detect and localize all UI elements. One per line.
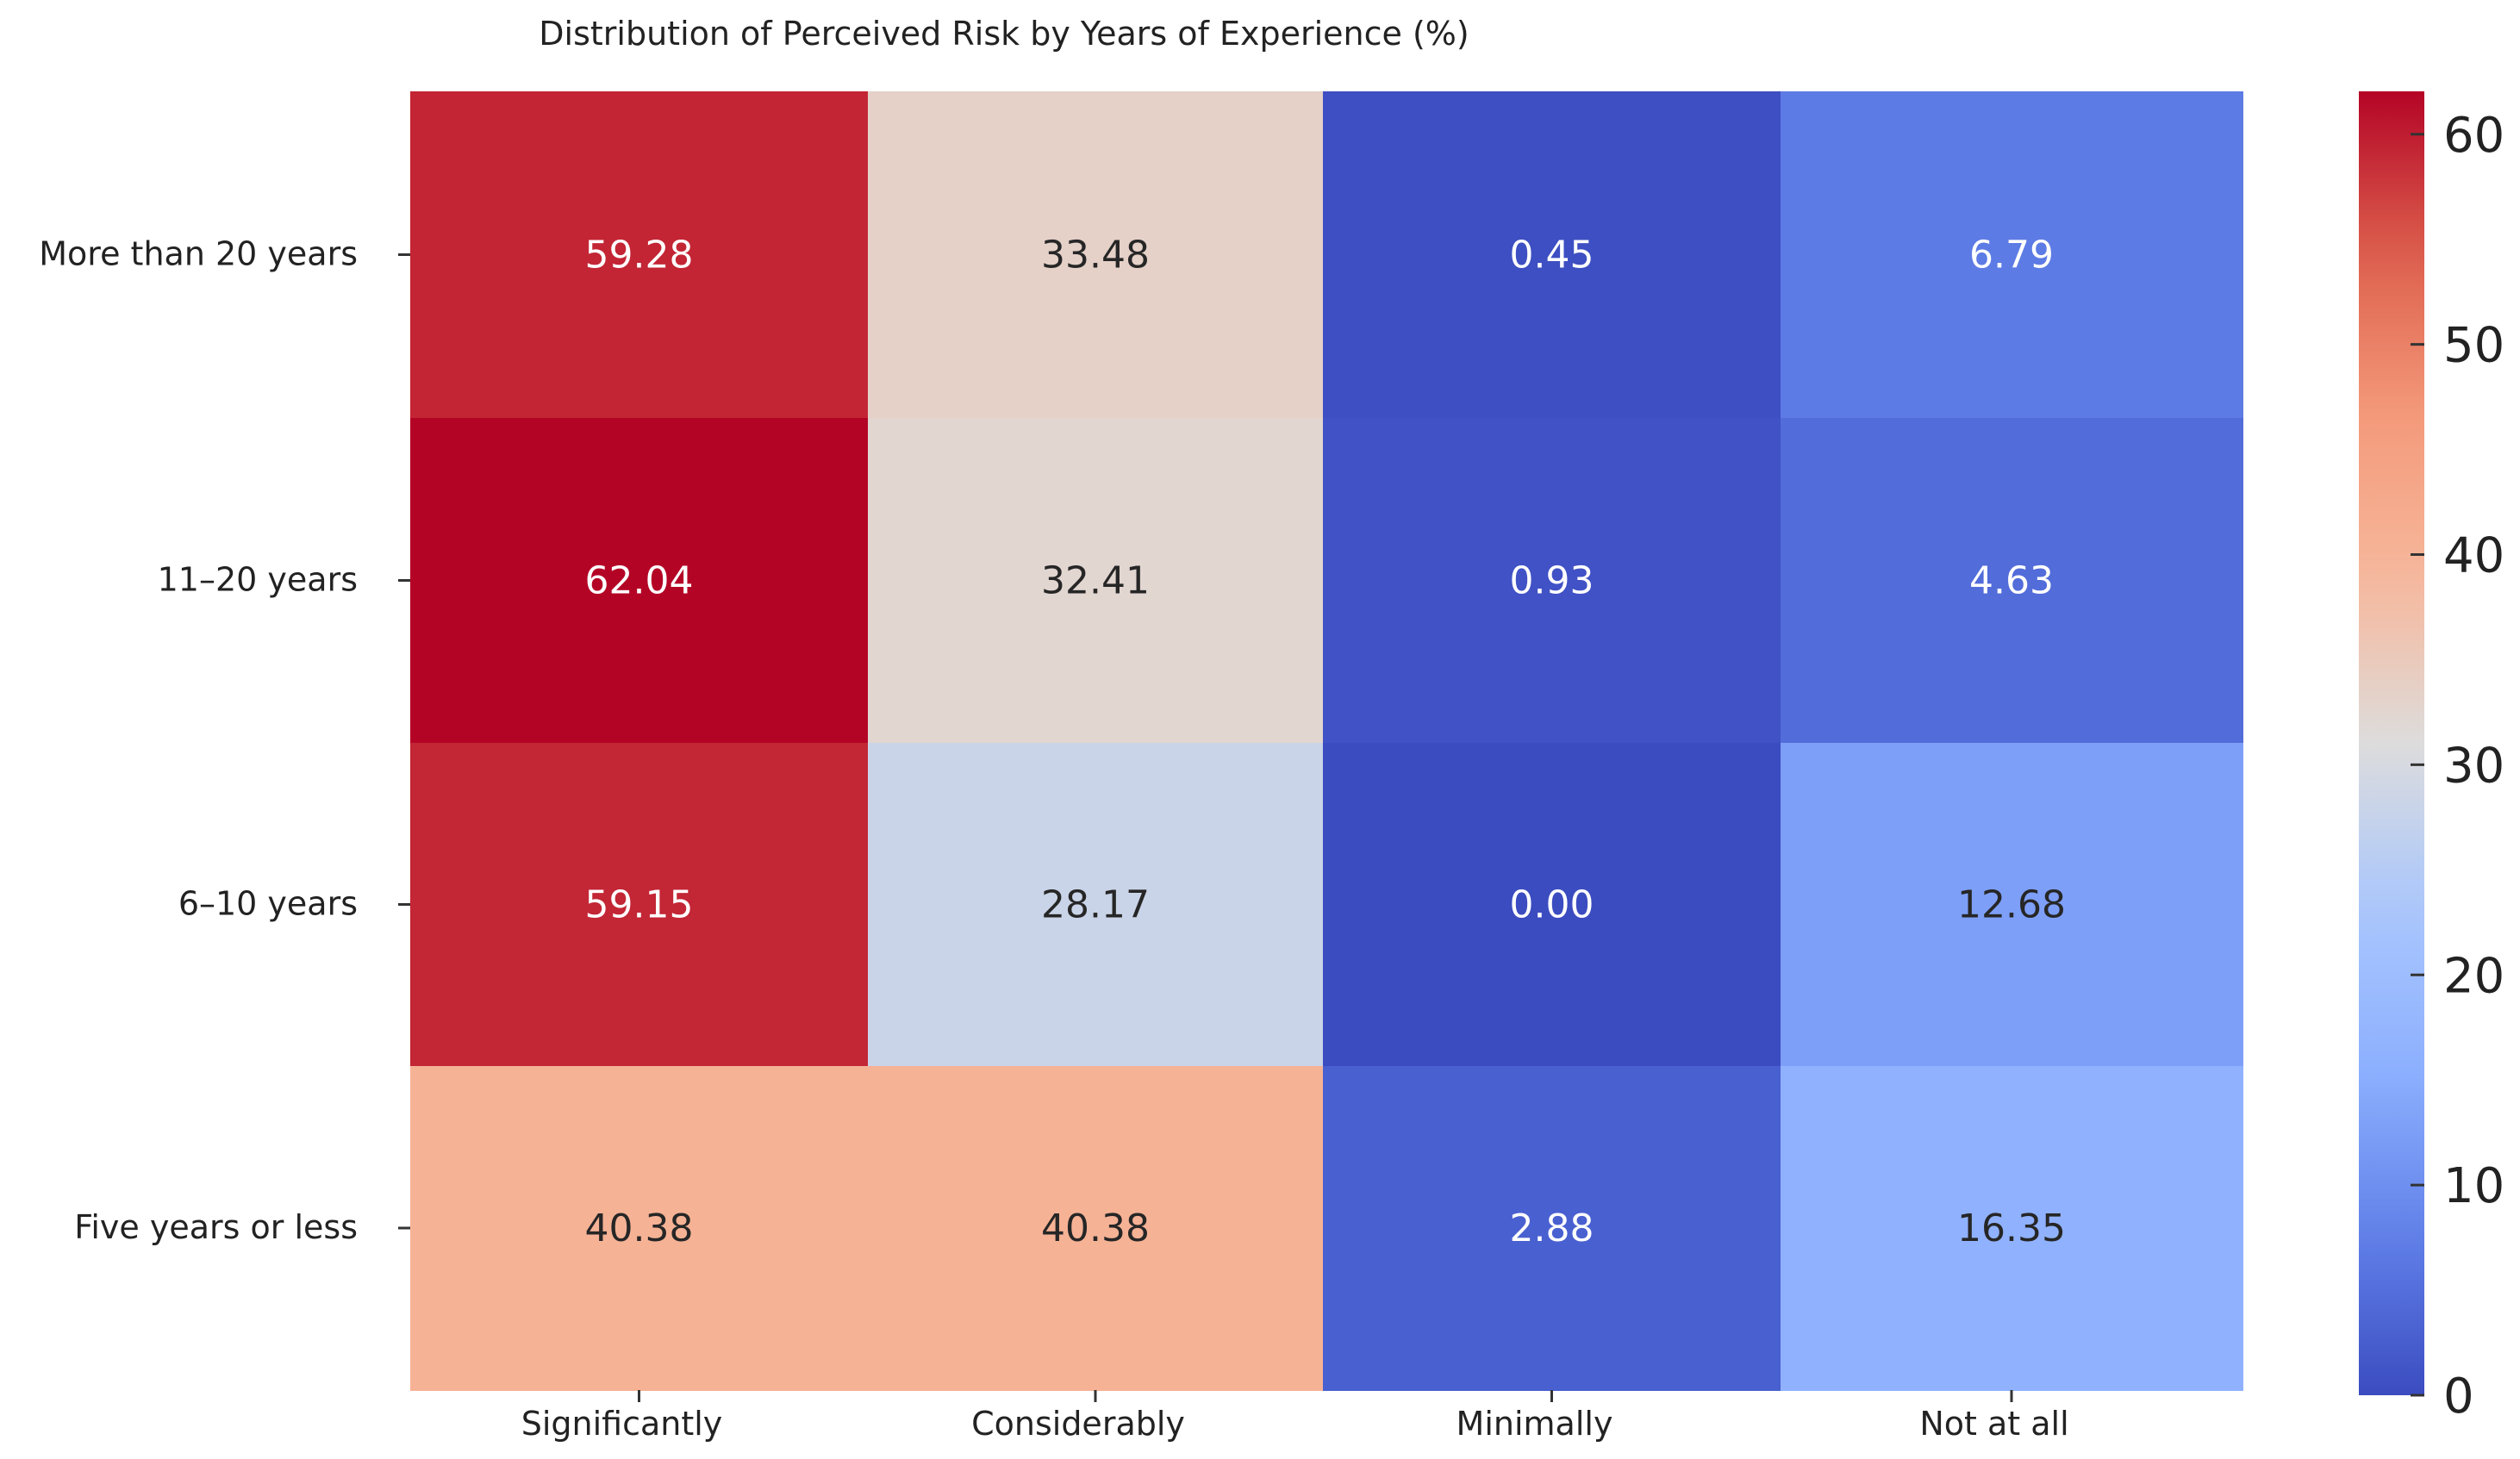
heatmap-cell xyxy=(868,418,1324,744)
cell-value-label: 59.15 xyxy=(585,883,694,927)
y-axis-labels: More than 20 years 11–20 years 6–10 years F… xyxy=(39,235,410,1246)
colorbar-tick-label: 60 xyxy=(2443,108,2504,164)
x-tick-label: Not at all xyxy=(1919,1405,2068,1443)
heatmap-cell xyxy=(868,743,1324,1067)
cell-value-label: 2.88 xyxy=(1510,1206,1594,1250)
cell-value-label: 40.38 xyxy=(1041,1206,1150,1250)
heatmap-cell xyxy=(1781,418,2243,744)
cell-value-label: 59.28 xyxy=(585,234,694,277)
heatmap-cell xyxy=(868,91,1324,419)
heatmap-cell xyxy=(1323,743,1781,1067)
colorbar-tick-label: 20 xyxy=(2443,948,2504,1004)
cell-value-label: 0.45 xyxy=(1510,234,1594,277)
cell-value-label: 12.68 xyxy=(1957,883,2066,927)
heatmap-cell xyxy=(1781,743,2243,1067)
heatmap-cell xyxy=(410,743,869,1067)
x-axis-labels: Significantly Considerably Minimally Not at… xyxy=(521,1390,2069,1443)
heatmap-cell xyxy=(410,418,869,744)
cell-value-label: 40.38 xyxy=(585,1206,694,1250)
colorbar-gradient xyxy=(2359,91,2424,1395)
colorbar-tick-label: 40 xyxy=(2443,528,2504,584)
cell-value-label: 32.41 xyxy=(1041,559,1150,603)
heatmap-cell xyxy=(1323,91,1781,419)
cell-value-label: 33.48 xyxy=(1041,234,1150,277)
y-tick-label: Five years or less xyxy=(74,1208,358,1246)
colorbar-tick-label: 30 xyxy=(2443,738,2504,794)
cell-value-label: 6.79 xyxy=(1969,234,2054,277)
y-tick-label: More than 20 years xyxy=(39,235,358,273)
heatmap-cell xyxy=(1781,91,2243,419)
heatmap-cell xyxy=(868,1066,1324,1391)
cell-value-label: 0.93 xyxy=(1510,559,1594,603)
cell-value-label: 28.17 xyxy=(1041,883,1150,927)
colorbar: 0 10 20 30 40 50 60 xyxy=(2359,91,2504,1425)
cell-value-label: 4.63 xyxy=(1969,559,2054,603)
x-tick-label: Minimally xyxy=(1456,1405,1613,1443)
heatmap-cell xyxy=(1323,1066,1781,1391)
heatmap-cell xyxy=(410,1066,869,1391)
chart-title: Distribution of Perceived Risk by Years … xyxy=(539,15,1469,53)
x-tick-label: Significantly xyxy=(521,1405,723,1443)
y-tick-label: 11–20 years xyxy=(158,561,358,599)
cell-value-label: 62.04 xyxy=(585,559,694,603)
x-tick-label: Considerably xyxy=(971,1405,1185,1443)
heatmap-cell xyxy=(1781,1066,2243,1391)
y-tick-label: 6–10 years xyxy=(178,885,358,923)
cell-value-label: 0.00 xyxy=(1510,883,1594,927)
cell-value-label: 16.35 xyxy=(1957,1206,2066,1250)
colorbar-tick-label: 0 xyxy=(2443,1369,2474,1425)
colorbar-tick-label: 50 xyxy=(2443,318,2504,374)
heatmap-cell xyxy=(410,91,869,419)
heatmap-cells: 59.28 33.48 0.45 6.79 62.04 32.41 0.93 4.63 59.1… xyxy=(410,91,2243,1391)
colorbar-tick-label: 10 xyxy=(2443,1158,2504,1214)
heatmap-cell xyxy=(1323,418,1781,744)
